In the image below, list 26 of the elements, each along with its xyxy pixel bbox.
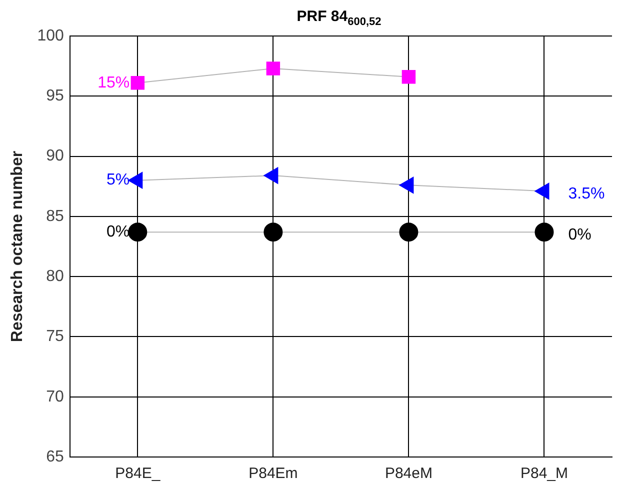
point [128,222,148,242]
y-tick-label: 65 [46,448,64,466]
y-axis-title: Research octane number [9,150,26,342]
annotation: 15% [98,74,130,92]
point [130,76,145,90]
y-tick-label: 95 [46,88,64,105]
chart-title: PRF 84$_{600,52}$ [296,8,382,28]
annotation: 5% [106,172,130,189]
annotation: 0% [568,226,592,244]
y-tick-label: 70 [46,388,64,406]
y-tick-label: 100 [37,27,64,44]
point [399,222,418,242]
x-tick-label: P84eM [384,465,432,482]
point [264,222,283,242]
point [534,222,554,242]
y-tick-label: 85 [46,208,64,225]
annotation: 0% [106,223,130,240]
x-tick-label: P84Em [248,465,298,482]
point [266,62,280,76]
annotation: 3.5% [568,186,605,203]
x-tick-label: P84_M [520,465,568,482]
point [402,70,416,84]
y-tick-label: 90 [46,148,64,165]
y-tick-label: 75 [46,328,64,346]
y-tick-label: 80 [46,268,64,285]
x-tick-label: P84E_ [115,465,161,482]
